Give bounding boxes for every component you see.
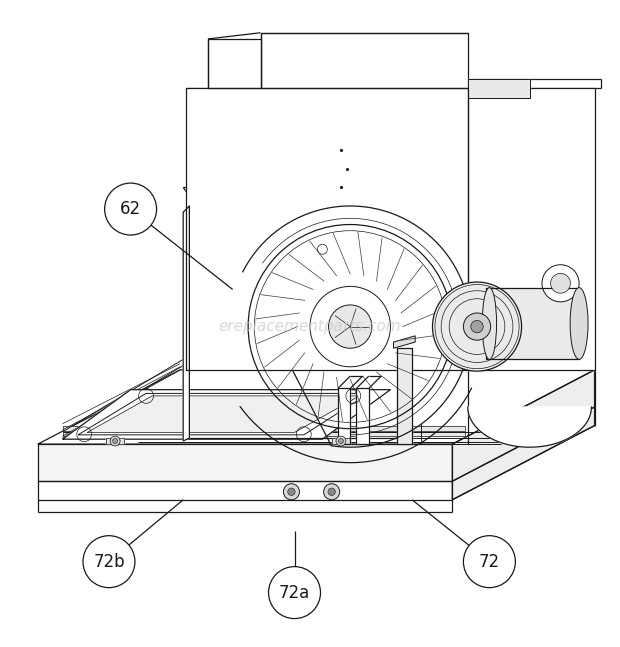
Circle shape xyxy=(324,484,340,499)
Polygon shape xyxy=(78,393,369,435)
Circle shape xyxy=(268,567,321,619)
Circle shape xyxy=(110,436,120,446)
Polygon shape xyxy=(467,79,529,98)
Polygon shape xyxy=(332,438,350,444)
Text: 72: 72 xyxy=(479,553,500,571)
Polygon shape xyxy=(63,432,464,436)
Polygon shape xyxy=(63,389,391,439)
Polygon shape xyxy=(397,348,412,444)
Polygon shape xyxy=(486,288,579,359)
Polygon shape xyxy=(186,89,467,370)
Circle shape xyxy=(83,536,135,587)
Polygon shape xyxy=(38,370,595,444)
Polygon shape xyxy=(38,444,452,481)
Circle shape xyxy=(105,183,157,235)
Text: ereplacementparts.com: ereplacementparts.com xyxy=(219,319,401,334)
Ellipse shape xyxy=(482,288,497,359)
Circle shape xyxy=(542,265,579,302)
Text: 72b: 72b xyxy=(93,553,125,571)
Polygon shape xyxy=(452,370,595,481)
Circle shape xyxy=(113,439,118,443)
Text: 72a: 72a xyxy=(279,584,310,602)
Circle shape xyxy=(471,320,483,333)
Circle shape xyxy=(336,436,346,446)
Polygon shape xyxy=(208,39,260,89)
Circle shape xyxy=(433,282,521,371)
Polygon shape xyxy=(38,481,452,499)
Circle shape xyxy=(283,484,299,499)
Ellipse shape xyxy=(570,288,588,359)
Circle shape xyxy=(339,439,343,443)
Circle shape xyxy=(288,488,295,496)
Polygon shape xyxy=(183,206,189,441)
Polygon shape xyxy=(356,388,369,444)
Text: 62: 62 xyxy=(120,200,141,218)
Circle shape xyxy=(463,313,490,340)
Polygon shape xyxy=(467,89,595,370)
Polygon shape xyxy=(394,336,415,348)
Circle shape xyxy=(551,274,570,293)
Circle shape xyxy=(329,305,372,348)
Circle shape xyxy=(310,287,391,367)
Polygon shape xyxy=(452,407,595,499)
Polygon shape xyxy=(338,388,350,444)
Polygon shape xyxy=(106,438,125,444)
Circle shape xyxy=(328,488,335,496)
Polygon shape xyxy=(63,426,464,430)
Polygon shape xyxy=(260,33,467,89)
Circle shape xyxy=(463,536,515,587)
Polygon shape xyxy=(467,407,591,447)
Polygon shape xyxy=(87,396,360,432)
